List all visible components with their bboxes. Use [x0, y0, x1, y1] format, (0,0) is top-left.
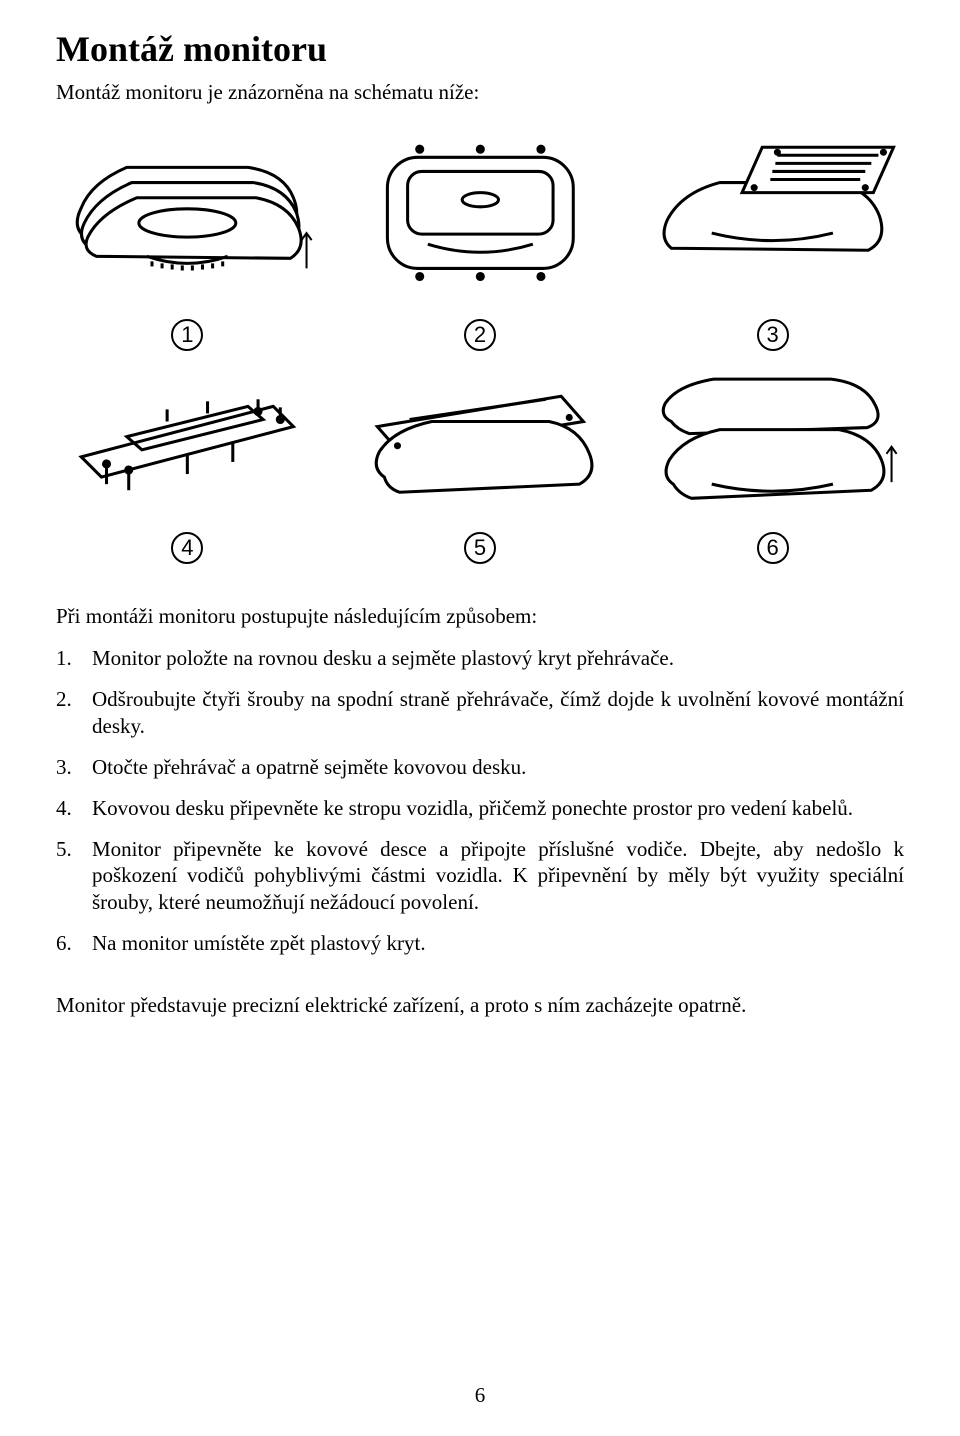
- step-number-1: 1: [171, 319, 203, 351]
- list-item: Monitor položte na rovnou desku a sejmět…: [56, 645, 904, 672]
- monitor-plate-removed-icon: [641, 127, 904, 299]
- monitor-stacked-icon: [56, 127, 319, 299]
- diagram-row-1: 1 2: [56, 127, 904, 351]
- diagram-step-5: 5: [349, 371, 612, 564]
- monitor-open-icon: [349, 127, 612, 299]
- step-number-6: 6: [757, 532, 789, 564]
- page-title: Montáž monitoru: [56, 28, 904, 70]
- warning-text: Monitor představuje precizní elektrické …: [56, 993, 904, 1018]
- diagram-step-1: 1: [56, 127, 319, 351]
- diagram-step-3: 3: [641, 127, 904, 351]
- plate-on-monitor-icon: [349, 371, 612, 512]
- page-number: 6: [475, 1383, 486, 1408]
- steps-list: Monitor položte na rovnou desku a sejmět…: [56, 645, 904, 957]
- list-item: Odšroubujte čtyři šrouby na spodní stran…: [56, 686, 904, 740]
- diagram-step-4: 4: [56, 371, 319, 564]
- follow-text: Při montáži monitoru postupujte následuj…: [56, 604, 904, 629]
- step-number-2: 2: [464, 319, 496, 351]
- diagram-step-6: 6: [641, 371, 904, 564]
- list-item: Kovovou desku připevněte ke stropu vozid…: [56, 795, 904, 822]
- list-item: Monitor připevněte ke kovové desce a při…: [56, 836, 904, 917]
- step-number-5: 5: [464, 532, 496, 564]
- step-number-3: 3: [757, 319, 789, 351]
- list-item: Na monitor umístěte zpět plastový kryt.: [56, 930, 904, 957]
- step-number-4: 4: [171, 532, 203, 564]
- cover-replace-icon: [641, 371, 904, 512]
- list-item: Otočte přehrávač a opatrně sejměte kovov…: [56, 754, 904, 781]
- plate-screws-icon: [56, 371, 319, 512]
- intro-text: Montáž monitoru je znázorněna na schémat…: [56, 80, 904, 105]
- assembly-diagram: 1 2: [56, 127, 904, 564]
- diagram-step-2: 2: [349, 127, 612, 351]
- diagram-row-2: 4 5: [56, 371, 904, 564]
